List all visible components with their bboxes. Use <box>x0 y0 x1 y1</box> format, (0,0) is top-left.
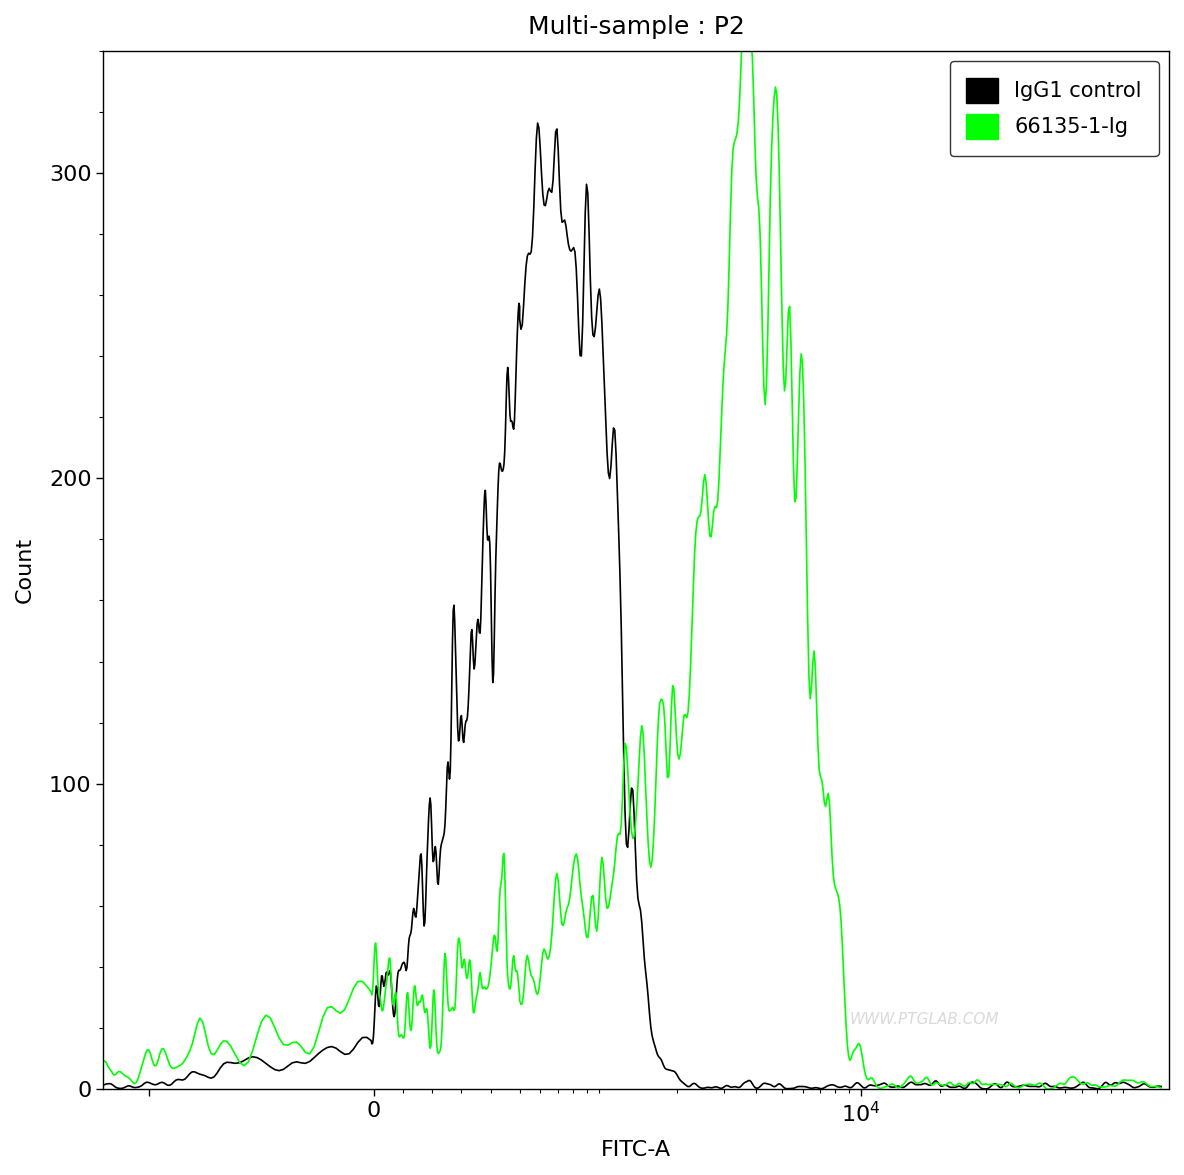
IgG1 control <box>977 1082 991 1096</box>
66135-1-Ig <box>437 975 451 989</box>
X-axis label: FITC-A: FITC-A <box>601 1140 671 1160</box>
66135-1-Ig <box>629 819 643 833</box>
IgG1 control <box>101 1076 115 1090</box>
Title: Multi-sample : P2: Multi-sample : P2 <box>528 15 745 39</box>
Line: 66135-1-Ig: 66135-1-Ig <box>103 0 1162 1089</box>
IgG1 control <box>1011 1080 1025 1094</box>
IgG1 control <box>437 830 451 844</box>
66135-1-Ig <box>755 334 770 348</box>
66135-1-Ig <box>1154 1081 1169 1095</box>
66135-1-Ig <box>977 1077 991 1092</box>
IgG1 control <box>755 1077 770 1092</box>
IgG1 control <box>978 1082 992 1096</box>
IgG1 control <box>630 873 644 887</box>
66135-1-Ig <box>96 1054 110 1068</box>
IgG1 control <box>96 1077 110 1092</box>
IgG1 control <box>530 116 545 130</box>
66135-1-Ig <box>1010 1081 1024 1095</box>
66135-1-Ig <box>101 1060 115 1074</box>
Line: IgG1 control: IgG1 control <box>103 123 1162 1089</box>
66135-1-Ig <box>738 0 752 7</box>
Y-axis label: Count: Count <box>15 537 36 603</box>
Legend: IgG1 control, 66135-1-Ig: IgG1 control, 66135-1-Ig <box>950 61 1159 155</box>
IgG1 control <box>1154 1080 1169 1094</box>
66135-1-Ig <box>1042 1082 1056 1096</box>
Text: WWW.PTGLAB.COM: WWW.PTGLAB.COM <box>849 1012 999 1027</box>
